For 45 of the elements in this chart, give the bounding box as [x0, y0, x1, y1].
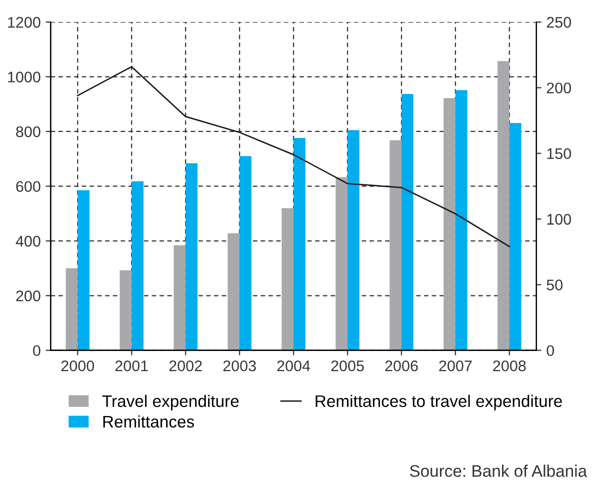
- legend-label: Remittances: [103, 415, 194, 428]
- x-tick-label: 2002: [169, 360, 202, 372]
- bar: [294, 138, 306, 350]
- bar: [455, 90, 468, 350]
- y2-tick-label: 100: [547, 214, 572, 225]
- x-tick-label: 2007: [439, 360, 472, 372]
- x-tick-label: 2001: [115, 360, 148, 372]
- bar: [348, 130, 360, 350]
- y2-tick-label: 150: [547, 148, 572, 160]
- bar: [444, 98, 456, 350]
- bar: [498, 61, 510, 350]
- x-tick-label: 2005: [331, 360, 364, 372]
- bar: [228, 233, 240, 350]
- y-tick-label: 1200: [8, 16, 40, 28]
- bar: [120, 270, 132, 350]
- bar: [66, 268, 78, 350]
- y2-tick-label: 0: [546, 345, 554, 356]
- bar: [240, 156, 252, 350]
- y2-tick-label: 200: [546, 82, 572, 94]
- bar: [401, 94, 414, 350]
- bar: [186, 163, 198, 350]
- bar: [282, 208, 294, 350]
- y-tick-label: 1000: [8, 72, 40, 82]
- y-tick-label: 200: [16, 290, 40, 302]
- y2-tick-label: 250: [546, 16, 572, 28]
- bar: [390, 140, 402, 350]
- legend-label: Travel expenditure: [102, 394, 239, 410]
- y-tick-label: 0: [33, 345, 40, 356]
- bar: [174, 245, 186, 350]
- x-tick-label: 2003: [223, 360, 256, 372]
- legend-label: Remittances to travel expenditure: [316, 394, 562, 410]
- y2-tick-label: 50: [546, 280, 563, 290]
- x-tick-label: 2008: [493, 360, 526, 372]
- y-tick-label: 600: [16, 181, 40, 192]
- bar: [336, 177, 348, 350]
- bar: [78, 190, 90, 350]
- x-tick-label: 2000: [61, 360, 94, 372]
- x-tick-label: 2004: [277, 360, 310, 372]
- line-series: [76, 66, 510, 248]
- source-note: Source: Bank of Albania: [410, 464, 588, 477]
- y-tick-label: 800: [16, 126, 40, 138]
- x-tick-label: 2006: [385, 360, 418, 372]
- bar: [132, 181, 144, 350]
- y-tick-label: 400: [16, 236, 40, 247]
- bar: [509, 123, 522, 350]
